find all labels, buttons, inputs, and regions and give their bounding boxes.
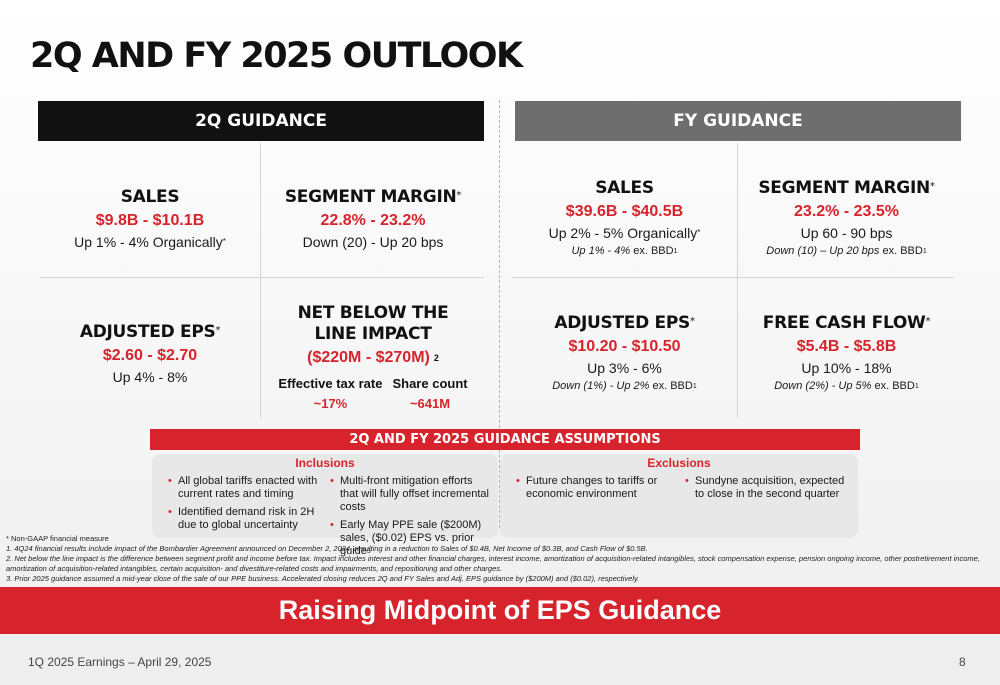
q2-adjusted-eps-sub: Up 4% - 8% xyxy=(112,369,188,385)
footnote: 1. 4Q24 financial results include impact… xyxy=(6,544,648,553)
q2-net-below-line-value: ($220M - $270M) 2 xyxy=(307,349,439,366)
list-item: • Early May PPE sale ($200M) sales, ($0.0… xyxy=(330,519,482,557)
fy-segment-margin-label: SEGMENT MARGIN* xyxy=(758,178,935,198)
q2-segment-margin-value: 22.8% - 23.2% xyxy=(320,212,426,229)
footnote: 3. Prior 2025 guidance assumed a mid-yea… xyxy=(6,574,640,583)
exclusions-list-left: • Future changes to tariffs or economic e… xyxy=(516,475,666,506)
fy-adjusted-eps-label: ADJUSTED EPS* xyxy=(554,313,695,333)
inclusions-title: Inclusions xyxy=(295,456,355,470)
q2-grid-divider xyxy=(260,143,261,418)
fy-free-cash-flow-sub: Up 10% - 18% xyxy=(801,360,892,376)
inclusions-list-left: • All global tariffs enacted with current… xyxy=(168,475,318,537)
exclusions-box: Exclusions • Future changes to tariffs or… xyxy=(500,454,858,538)
fy-row-divider xyxy=(512,277,954,278)
fy-segment-margin-card: SEGMENT MARGIN* 23.2% - 23.5% Up 60 - 90… xyxy=(739,178,954,259)
footer-event-date: 1Q 2025 Earnings – April 29, 2025 xyxy=(28,655,212,669)
fy-guidance-header: FY GUIDANCE xyxy=(515,101,961,141)
q2-sales-value: $9.8B - $10.1B xyxy=(95,212,205,229)
q2-sales-card: SALES $9.8B - $10.1B Up 1% - 4% Organica… xyxy=(40,187,260,251)
eps-guidance-banner: Raising Midpoint of EPS Guidance xyxy=(0,587,1000,634)
q2-adjusted-eps-value: $2.60 - $2.70 xyxy=(102,347,198,364)
inclusions-box: Inclusions • All global tariffs enacted w… xyxy=(152,454,498,557)
q2-adjusted-eps-label: ADJUSTED EPS* xyxy=(79,322,221,342)
exclusions-list-right: • Sundyne acquisition, expected to close … xyxy=(685,475,850,506)
fy-sales-card: SALES $39.6B - $40.5B Up 2% - 5% Organic… xyxy=(512,178,737,259)
fy-segment-margin-value: 23.2% - 23.5% xyxy=(794,203,899,220)
fy-adjusted-eps-note: Down (1%) - Up 2% ex. BBD1 xyxy=(552,380,697,392)
q2-guidance-header: 2Q GUIDANCE xyxy=(38,101,484,141)
list-item: • Multi-front mitigation efforts that wil… xyxy=(330,475,489,513)
fy-sales-note: Up 1% - 4% ex. BBD1 xyxy=(571,245,678,257)
fy-free-cash-flow-label: FREE CASH FLOW* xyxy=(762,313,931,333)
footnote: * Non-GAAP financial measure xyxy=(6,534,109,543)
footnotes: * Non-GAAP financial measure 1. 4Q24 fin… xyxy=(6,534,996,584)
assumptions-header: 2Q AND FY 2025 GUIDANCE ASSUMPTIONS xyxy=(150,429,860,450)
q2-net-below-line-label: NET BELOW THE LINE IMPACT xyxy=(297,303,449,344)
q2-sales-label: SALES xyxy=(120,187,180,207)
list-item: • Identified demand risk in 2H due to glo… xyxy=(168,506,315,531)
q2-share-count: Share count ~641M xyxy=(392,376,468,411)
q2-row-divider xyxy=(40,277,484,278)
q2-net-below-line-card: NET BELOW THE LINE IMPACT ($220M - $270M… xyxy=(262,303,484,411)
inclusions-list-right: • Multi-front mitigation efforts that wil… xyxy=(330,475,490,563)
fy-grid-divider xyxy=(737,143,738,418)
q2-sales-sub: Up 1% - 4% Organically* xyxy=(74,234,226,250)
section-divider xyxy=(499,100,500,528)
fy-free-cash-flow-value: $5.4B - $5.8B xyxy=(796,338,897,355)
q2-segment-margin-card: SEGMENT MARGIN* 22.8% - 23.2% Down (20) … xyxy=(262,187,484,251)
fy-adjusted-eps-card: ADJUSTED EPS* $10.20 - $10.50 Up 3% - 6%… xyxy=(512,313,737,394)
fy-segment-margin-sub: Up 60 - 90 bps xyxy=(800,225,893,241)
exclusions-title: Exclusions xyxy=(647,456,711,470)
fy-adjusted-eps-sub: Up 3% - 6% xyxy=(587,360,662,376)
fy-free-cash-flow-card: FREE CASH FLOW* $5.4B - $5.8B Up 10% - 1… xyxy=(739,313,954,394)
fy-adjusted-eps-value: $10.20 - $10.50 xyxy=(568,338,681,355)
fy-sales-label: SALES xyxy=(595,178,654,198)
q2-segment-margin-label: SEGMENT MARGIN* xyxy=(284,187,462,207)
fy-sales-sub: Up 2% - 5% Organically* xyxy=(548,225,701,241)
fy-free-cash-flow-note: Down (2%) - Up 5% ex. BBD1 xyxy=(774,380,919,392)
q2-adjusted-eps-card: ADJUSTED EPS* $2.60 - $2.70 Up 4% - 8% xyxy=(40,322,260,386)
list-item: • All global tariffs enacted with current… xyxy=(168,475,318,500)
fy-sales-value: $39.6B - $40.5B xyxy=(565,203,684,220)
footnote: 2. Net below the line impact is the diff… xyxy=(6,554,980,573)
list-item: • Sundyne acquisition, expected to close … xyxy=(685,475,845,500)
list-item: • Future changes to tariffs or economic e… xyxy=(516,475,658,500)
page-title: 2Q AND FY 2025 OUTLOOK xyxy=(30,36,523,76)
page-number: 8 xyxy=(959,655,966,669)
fy-segment-margin-note: Down (10) – Up 20 bps ex. BBD1 xyxy=(766,245,927,257)
q2-segment-margin-sub: Down (20) - Up 20 bps xyxy=(302,234,444,250)
q2-tax-rate: Effective tax rate ~17% xyxy=(278,376,383,411)
